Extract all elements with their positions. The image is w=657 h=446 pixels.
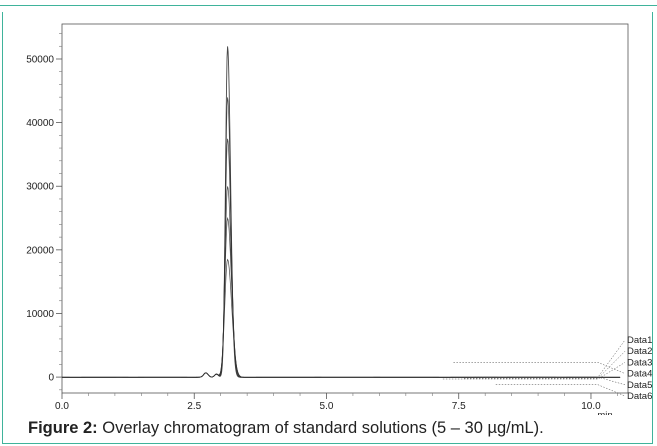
y-tick-label: 50000	[26, 54, 54, 65]
legend-leader-line	[464, 351, 626, 379]
caption-label: Figure 2:	[28, 419, 98, 437]
series-line-data6	[62, 258, 621, 378]
x-tick-label: 0.0	[55, 401, 69, 412]
y-tick-label: 40000	[26, 118, 54, 129]
legend-label-data2: Data2	[627, 346, 652, 357]
x-axis-label: min	[597, 410, 612, 415]
legend-label-data6: Data6	[627, 391, 652, 402]
series-line-data2	[62, 97, 621, 378]
legend-label-data4: Data4	[627, 369, 652, 380]
plot-area	[61, 23, 629, 394]
legend-leader-line	[474, 376, 626, 386]
x-tick-label: 7.5	[452, 401, 466, 412]
legend-leader-line	[495, 384, 626, 397]
y-tick-label: 20000	[26, 245, 54, 256]
series-line-data3	[62, 138, 621, 378]
series-line-data4	[62, 186, 621, 378]
legend-leader-line	[453, 362, 626, 374]
caption-text: Overlay chromatogram of standard solutio…	[97, 419, 544, 437]
y-tick-label: 10000	[26, 309, 54, 320]
legend-label-data5: Data5	[627, 380, 652, 391]
figure-caption: Figure 2: Overlay chromatogram of standa…	[28, 419, 544, 438]
x-tick-label: 5.0	[320, 401, 334, 412]
legend-label-data3: Data3	[627, 357, 652, 368]
legend-leader-line	[485, 339, 626, 378]
chromatogram-chart: 0 10000 20000 30000 40000 50000 0.0 2.5 5.0 7.5 10…	[26, 23, 652, 415]
series-line-data5	[62, 216, 621, 378]
y-tick-label: 30000	[26, 182, 54, 193]
top-border	[0, 0, 657, 6]
legend-leader-line	[442, 362, 626, 380]
x-tick-label: 2.5	[187, 401, 201, 412]
y-tick-label: 0	[48, 373, 54, 384]
x-tick-label: 10.0	[581, 401, 601, 412]
figure-frame	[2, 12, 653, 444]
series-line-data1	[62, 46, 621, 378]
legend-label-data1: Data1	[627, 335, 652, 346]
